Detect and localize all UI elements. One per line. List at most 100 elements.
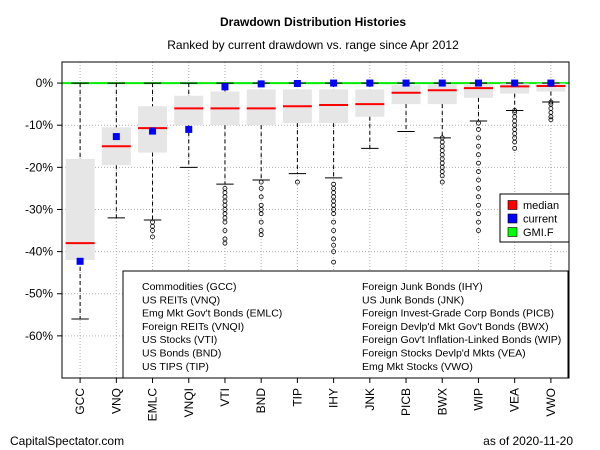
key-item: Foreign Gov't Inflation-Linked Bonds (WI… bbox=[362, 334, 561, 346]
outlier-point bbox=[294, 179, 300, 185]
outlier-point bbox=[331, 259, 337, 265]
current-PICB bbox=[402, 79, 410, 87]
outlier-point bbox=[476, 194, 481, 200]
outlier-point bbox=[512, 139, 518, 145]
box-IHY bbox=[319, 89, 349, 124]
key-item: Foreign Devlp'd Mkt Gov't Bonds (BWX) bbox=[362, 321, 549, 333]
outlier-point bbox=[476, 120, 481, 126]
current-WIP bbox=[474, 79, 482, 87]
current-TIP bbox=[293, 79, 301, 87]
outlier-point bbox=[331, 211, 337, 217]
outlier-point bbox=[331, 219, 337, 225]
y-axis: 0% -10% -20% -30% -40% -50% -60% bbox=[25, 76, 62, 343]
outlier-point bbox=[548, 99, 554, 105]
outlier-point bbox=[258, 232, 264, 238]
outlier-point bbox=[258, 211, 264, 217]
current-IHY bbox=[330, 79, 338, 87]
outlier-point bbox=[512, 108, 518, 113]
legend-label: median bbox=[523, 200, 559, 212]
current-VNQ bbox=[112, 133, 120, 141]
outlier-point bbox=[222, 228, 228, 233]
key-item: US REITs (VNQ) bbox=[142, 294, 220, 306]
key-item: US Junk Bonds (JNK) bbox=[362, 294, 464, 306]
key-item: Foreign Stocks Devlp'd Mkts (VEA) bbox=[362, 348, 526, 360]
outlier-point bbox=[476, 211, 481, 217]
current-BND bbox=[257, 80, 265, 88]
outlier-point bbox=[476, 185, 481, 191]
key-box bbox=[122, 270, 569, 379]
box-VNQI bbox=[174, 95, 204, 126]
outlier-point bbox=[512, 131, 518, 137]
key-item: US Stocks (VTI) bbox=[142, 334, 217, 346]
source-label: CapitalSpectator.com bbox=[10, 434, 124, 448]
boxplot-series bbox=[65, 79, 566, 320]
outlier-point bbox=[331, 242, 337, 248]
box-JNK bbox=[355, 89, 385, 117]
legend-swatch bbox=[507, 213, 518, 224]
current-GCC bbox=[76, 257, 84, 265]
outlier-point bbox=[331, 236, 337, 242]
y-tick-label: 0% bbox=[36, 76, 54, 90]
outlier-point bbox=[258, 179, 264, 185]
outlier-point bbox=[331, 198, 337, 204]
outlier-point bbox=[222, 240, 228, 246]
outlier-point bbox=[476, 135, 481, 141]
outlier-point bbox=[150, 228, 155, 233]
outlier-point bbox=[476, 169, 481, 174]
box-VEA bbox=[500, 83, 530, 94]
current-JNK bbox=[366, 79, 374, 87]
outlier-point bbox=[258, 194, 264, 200]
x-tick-label: IHY bbox=[327, 388, 341, 408]
current-VWO bbox=[547, 79, 555, 87]
legend-swatch bbox=[507, 227, 518, 237]
key-item: Commodities (GCC) bbox=[142, 281, 237, 293]
outlier-point bbox=[476, 219, 481, 225]
ticker-key: Commodities (GCC)US REITs (VNQ) Emg Mkt G… bbox=[122, 270, 569, 379]
chart-title: Drawdown Distribution Histories bbox=[220, 15, 406, 29]
legend-label: current bbox=[523, 214, 557, 226]
y-tick-label: -60% bbox=[25, 329, 53, 343]
key-item: Emg Mkt Stocks (VWO) bbox=[362, 361, 473, 373]
chart-subtitle: Ranked by current drawdown vs. range sin… bbox=[167, 38, 459, 52]
key-item: Foreign REITs (VNQI) bbox=[142, 321, 244, 333]
x-tick-label: BND bbox=[254, 388, 268, 414]
outlier-point bbox=[476, 152, 481, 158]
x-tick-label: JNK bbox=[363, 388, 377, 411]
current-VEA bbox=[511, 79, 519, 87]
outlier-point bbox=[222, 215, 228, 221]
x-tick-label: EMLC bbox=[146, 388, 160, 422]
key-item: Foreign Junk Bonds (IHY) bbox=[362, 281, 483, 293]
current-VNQI bbox=[185, 125, 193, 133]
outlier-point bbox=[331, 249, 337, 255]
current-EMLC bbox=[149, 127, 157, 135]
y-tick-label: -50% bbox=[25, 287, 53, 301]
x-tick-label: PICB bbox=[399, 388, 413, 416]
outlier-point bbox=[258, 219, 264, 225]
legend-swatch bbox=[507, 200, 518, 210]
outlier-point bbox=[476, 160, 481, 166]
outlier-point bbox=[258, 185, 264, 191]
x-tick-label: WIP bbox=[471, 388, 485, 411]
outlier-point bbox=[222, 236, 228, 242]
outlier-point bbox=[439, 152, 445, 158]
y-tick-label: -30% bbox=[25, 202, 53, 216]
outlier-point bbox=[222, 198, 228, 204]
x-tick-label: VNQ bbox=[109, 388, 123, 414]
x-tick-label: GCC bbox=[73, 388, 87, 415]
outlier-point bbox=[222, 219, 228, 225]
x-tick-label: VEA bbox=[508, 388, 522, 412]
key-item: US TIPS (TIP) bbox=[142, 361, 209, 373]
outlier-point bbox=[548, 105, 554, 111]
box-VWO bbox=[536, 83, 566, 92]
outlier-point bbox=[150, 219, 155, 225]
outlier-point bbox=[331, 228, 337, 233]
key-item: US Bonds (BND) bbox=[142, 348, 221, 360]
current-VTI bbox=[221, 83, 229, 91]
outlier-point bbox=[476, 177, 481, 183]
outlier-point bbox=[476, 228, 481, 233]
outlier-point bbox=[512, 145, 518, 151]
y-tick-label: -10% bbox=[25, 118, 53, 132]
box-BND bbox=[246, 89, 276, 126]
